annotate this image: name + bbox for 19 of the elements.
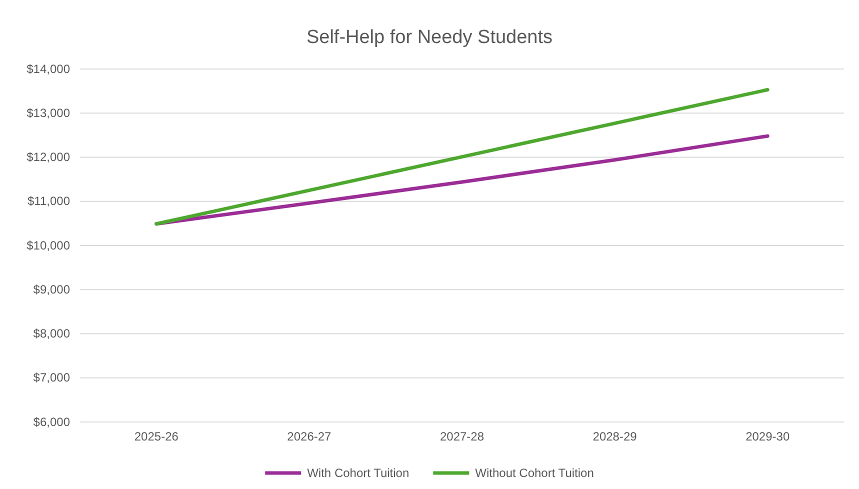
y-tick-label: $8,000 (33, 326, 70, 341)
x-tick-label: 2029-30 (746, 430, 790, 444)
x-tick-label: 2026-27 (287, 430, 332, 444)
y-tick-label: $14,000 (26, 62, 70, 76)
y-tick-label: $13,000 (26, 106, 70, 120)
x-tick-label: 2025-26 (134, 430, 179, 444)
chart-title: Self-Help for Needy Students (306, 27, 553, 48)
x-tick-label: 2027-28 (440, 430, 484, 444)
y-tick-label: $9,000 (33, 282, 70, 296)
legend-label: Without Cohort Tuition (475, 466, 594, 480)
line-series (154, 134, 770, 226)
legend-label: With Cohort Tuition (307, 466, 410, 480)
x-tick-label: 2028-29 (592, 430, 638, 444)
y-tick-label: $10,000 (26, 238, 70, 252)
y-tick-label: $6,000 (33, 414, 70, 429)
y-tick-label: $11,000 (28, 194, 70, 208)
y-tick-label: $12,000 (26, 150, 70, 164)
y-tick-label: $7,000 (33, 370, 70, 385)
line-series (154, 88, 770, 226)
